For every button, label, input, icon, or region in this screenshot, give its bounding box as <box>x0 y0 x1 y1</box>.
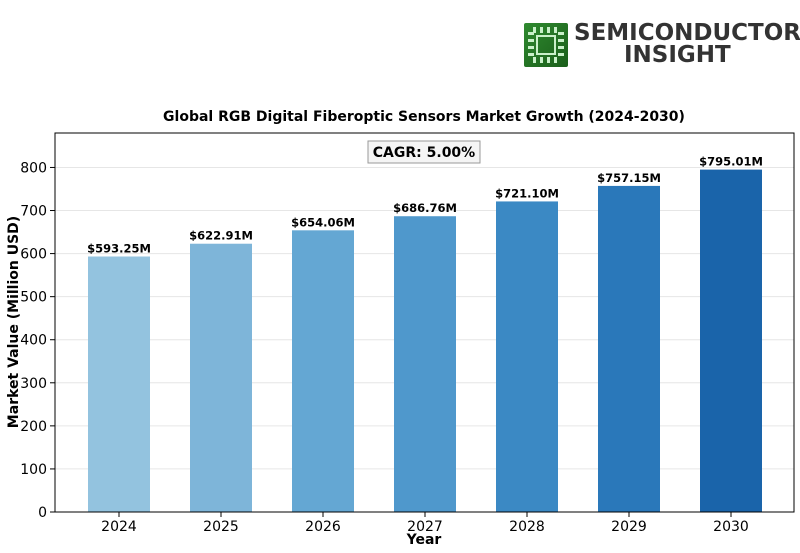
x-tick-label-2025: 2025 <box>203 519 239 535</box>
cagr-annotation: CAGR: 5.00% <box>367 140 481 164</box>
data-label-2028: $721.10M <box>495 186 559 200</box>
data-label-2030: $795.01M <box>699 155 763 169</box>
y-tick-label: 700 <box>20 204 47 220</box>
y-tick-label: 0 <box>38 505 47 521</box>
y-axis: 0 100 200 300 400 500 600 700 800 <box>20 160 55 521</box>
data-labels: $593.25M $622.91M $654.06M $686.76M $721.10M… <box>87 155 763 256</box>
x-tick-label-2024: 2024 <box>101 519 137 535</box>
bars <box>88 169 762 513</box>
brand-logo: SEMICONDUCTOR INSIGHT <box>524 20 800 68</box>
y-tick-label: 300 <box>20 376 47 392</box>
data-label-2026: $654.06M <box>291 215 355 229</box>
data-label-2024: $593.25M <box>87 241 151 255</box>
chip-icon <box>524 23 568 67</box>
y-tick-label: 500 <box>20 290 47 306</box>
data-label-2029: $757.15M <box>597 171 661 185</box>
bar-2027 <box>394 216 456 512</box>
y-tick-label: 200 <box>20 419 47 435</box>
brand-line2: INSIGHT <box>624 42 731 68</box>
data-label-2027: $686.76M <box>393 201 457 215</box>
cagr-box <box>367 140 481 164</box>
x-axis: 2024 2025 2026 2027 2028 2029 2030 <box>101 512 749 535</box>
brand-line1: SEMICONDUCTOR <box>574 20 800 46</box>
bar-2025 <box>190 243 252 512</box>
x-axis-label: Year <box>406 532 442 548</box>
bar-2030 <box>700 169 762 513</box>
x-tick-label-2029: 2029 <box>611 519 647 535</box>
y-tick-label: 400 <box>20 333 47 349</box>
bar-2028 <box>496 201 558 512</box>
bar-2026 <box>292 230 354 513</box>
y-tick-label: 600 <box>20 247 47 263</box>
x-tick-label-2026: 2026 <box>305 519 341 535</box>
x-tick-label-2030: 2030 <box>713 519 749 535</box>
bar-2024 <box>88 256 150 512</box>
cagr-label: CAGR: 5.00% <box>373 145 475 161</box>
y-tick-label: 800 <box>20 160 47 176</box>
y-tick-label: 100 <box>20 462 47 478</box>
data-label-2025: $622.91M <box>189 229 253 243</box>
y-axis-label: Market Value (Million USD) <box>6 216 22 428</box>
x-tick-label-2027: 2027 <box>407 519 443 535</box>
chart-title: Global RGB Digital Fiberoptic Sensors Ma… <box>163 109 685 125</box>
bar-2029 <box>598 185 660 513</box>
x-tick-label-2028: 2028 <box>509 519 545 535</box>
